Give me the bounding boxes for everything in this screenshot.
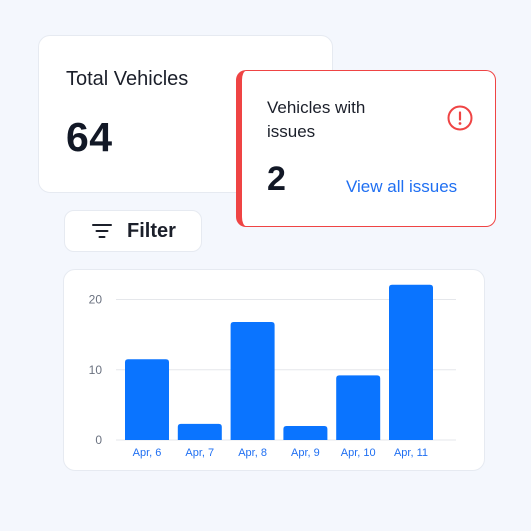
chart-card: 0 10 20 Apr, 6 Apr, 7 Apr, 8 Apr, 9 Apr, 10 Apr,… [63, 269, 485, 471]
x-tick-label: Apr, 11 [394, 447, 428, 459]
filter-lines-icon [92, 224, 112, 238]
x-tick-label: Apr, 9 [291, 447, 320, 459]
bar-apr-11[interactable] [389, 284, 433, 440]
x-tick-label: Apr, 7 [185, 447, 214, 459]
y-tick-label: 10 [89, 363, 103, 377]
x-tick-label: Apr, 8 [238, 447, 267, 459]
filter-label: Filter [127, 219, 176, 242]
total-vehicles-value: 64 [66, 114, 113, 160]
view-all-issues-link[interactable]: View all issues [346, 177, 458, 196]
alert-circle-icon [447, 105, 473, 131]
issues-card-title: Vehicles with issues [267, 98, 366, 141]
bar-apr-10[interactable] [336, 375, 381, 440]
bar-apr-6[interactable] [125, 359, 169, 440]
filter-button[interactable]: Filter [64, 210, 202, 252]
bar-apr-9[interactable] [283, 425, 328, 440]
bar-apr-8[interactable] [230, 322, 275, 440]
bar-chart: 0 10 20 Apr, 6 Apr, 7 Apr, 8 Apr, 9 Apr, 10 Apr,… [89, 284, 456, 459]
x-tick-label: Apr, 10 [341, 447, 376, 459]
y-tick-label: 0 [95, 433, 102, 447]
total-vehicles-title: Total Vehicles [66, 68, 189, 90]
y-tick-label: 20 [89, 293, 103, 307]
issues-count-value: 2 [267, 160, 286, 198]
bar-apr-7[interactable] [177, 423, 222, 440]
vehicles-with-issues-card: Vehicles with issues 2 View all issues [236, 70, 496, 227]
x-tick-label: Apr, 6 [133, 447, 162, 459]
